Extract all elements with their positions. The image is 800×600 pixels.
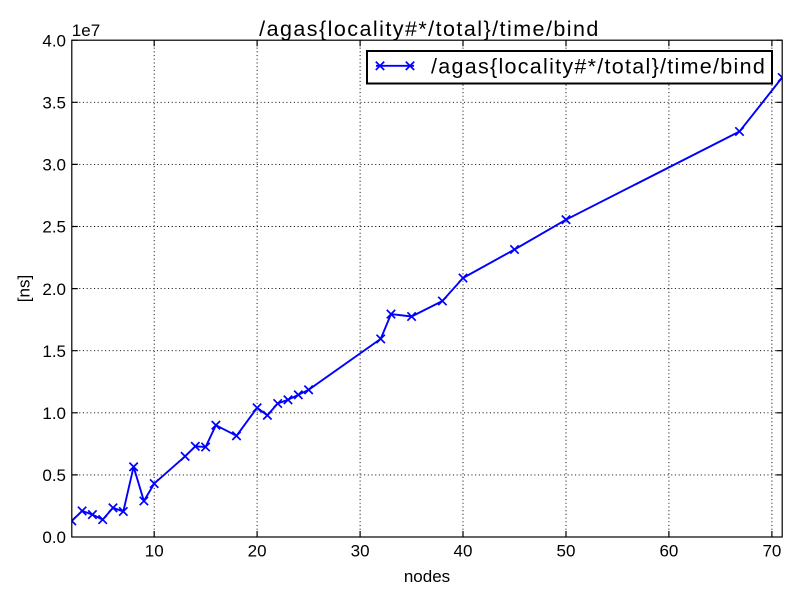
svg-text:20: 20 [248, 542, 267, 561]
svg-text:3.0: 3.0 [42, 156, 66, 175]
svg-text:10: 10 [145, 542, 164, 561]
svg-text:70: 70 [762, 542, 781, 561]
svg-text:50: 50 [557, 542, 576, 561]
svg-text:2.5: 2.5 [42, 218, 66, 237]
svg-text:/agas{locality#*/total}/time/b: /agas{locality#*/total}/time/bind [259, 17, 600, 41]
svg-text:60: 60 [659, 542, 678, 561]
svg-text:4.0: 4.0 [42, 31, 66, 50]
svg-text:nodes: nodes [404, 567, 450, 586]
svg-text:0.5: 0.5 [42, 466, 66, 485]
svg-text:1e7: 1e7 [72, 21, 100, 40]
svg-text:2.0: 2.0 [42, 280, 66, 299]
svg-text:1.0: 1.0 [42, 404, 66, 423]
svg-text:0.0: 0.0 [42, 528, 66, 547]
svg-text:[ns]: [ns] [15, 275, 34, 302]
svg-text:1.5: 1.5 [42, 342, 66, 361]
svg-text:/agas{locality#*/total}/time/b: /agas{locality#*/total}/time/bind [431, 55, 766, 79]
svg-text:40: 40 [454, 542, 473, 561]
svg-text:30: 30 [351, 542, 370, 561]
svg-text:3.5: 3.5 [42, 94, 66, 113]
